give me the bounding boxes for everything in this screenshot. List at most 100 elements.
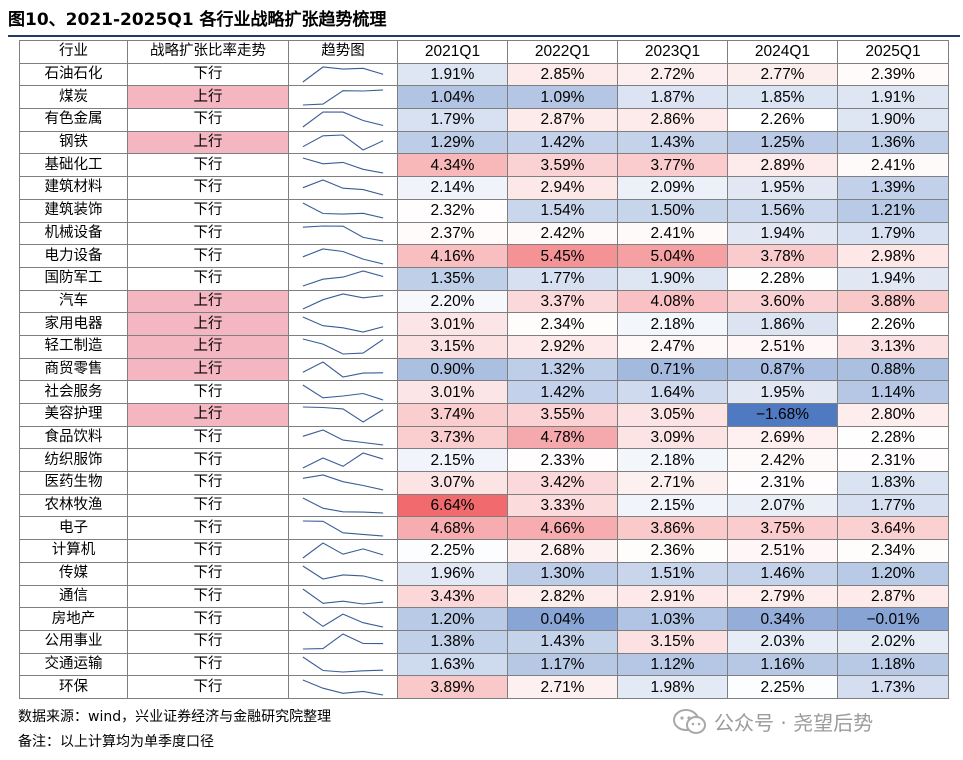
value-cell: 1.20% [837,561,949,586]
sparkline-chart [302,89,384,106]
industry-cell: 轻工制造 [19,334,128,359]
value-cell: 1.94% [837,266,949,291]
value-cell: 2.82% [507,584,618,609]
industry-cell: 纺织服饰 [19,448,128,473]
value-cell: 0.88% [837,357,949,382]
header-2021q1: 2021Q1 [397,40,508,64]
industry-cell: 医药生物 [19,471,128,495]
table-row: 基础化工 下行 4.34% 3.59% 3.77% 2.89% 2.41% [19,153,949,178]
table-row: 轻工制造 上行 3.15% 2.92% 2.47% 2.51% 3.13% [19,334,949,359]
sparkline-line [302,66,384,83]
value-cell: 1.86% [727,312,838,336]
table-row: 美容护理 上行 3.74% 3.55% 3.05% −1.68% 2.80% [19,403,949,427]
trend-cell: 下行 [127,425,289,450]
header-row: 行业 战略扩张比率走势 趋势图 2021Q1 2022Q1 2023Q1 202… [19,40,949,64]
value-cell: 3.43% [397,584,508,609]
value-cell: 1.91% [837,85,949,110]
value-cell: 2.25% [727,675,838,699]
sparkline-chart [302,542,384,559]
value-cell: 1.98% [617,675,728,699]
value-cell: 1.73% [837,675,949,699]
sparkline-cell [288,289,398,314]
value-cell: 0.87% [727,357,838,382]
sparkline-cell [288,266,398,291]
value-cell: 1.04% [397,85,508,110]
sparkline-cell [288,380,398,404]
wechat-icon [673,708,706,734]
value-cell: 2.15% [617,493,728,518]
figure-title: 图10、2021-2025Q1 各行业战略扩张趋势梳理 [8,10,387,30]
sparkline-line [302,247,384,265]
trend-cell: 下行 [127,108,289,132]
sparkline-line [302,89,384,106]
value-cell: 2.02% [837,629,949,654]
sparkline-cell [288,221,398,246]
sparkline-line [302,679,384,696]
value-cell: 2.51% [727,334,838,359]
value-cell: 1.18% [837,652,949,677]
industry-cell: 交通运输 [19,652,128,677]
sparkline-line [302,270,384,287]
sparkline-cell [288,153,398,178]
value-cell: 1.09% [507,85,618,110]
value-cell: 2.37% [397,221,508,246]
industry-cell: 钢铁 [19,130,128,155]
industry-cell: 石油石化 [19,62,128,87]
value-cell: 2.33% [507,448,618,473]
sparkline-line [302,542,384,559]
value-cell: 1.12% [617,652,728,677]
value-cell: 2.77% [727,62,838,87]
sparkline-chart [302,316,384,333]
industry-cell: 基础化工 [19,153,128,178]
value-cell: 1.56% [727,198,838,223]
value-cell: 2.26% [727,108,838,132]
value-cell: 1.42% [507,130,618,155]
sparkline-chart [302,452,384,469]
industry-cell: 社会服务 [19,380,128,404]
value-cell: 1.90% [837,108,949,132]
value-cell: 2.34% [507,312,618,336]
sparkline-chart [302,384,384,401]
sparkline-cell [288,334,398,359]
sparkline-cell [288,85,398,110]
table-row: 传媒 下行 1.96% 1.30% 1.51% 1.46% 1.20% [19,561,949,586]
trend-cell: 上行 [127,289,289,314]
value-cell: 3.73% [397,425,508,450]
trend-cell: 上行 [127,403,289,427]
value-cell: 2.41% [617,221,728,246]
table-row: 电子 下行 4.68% 4.66% 3.86% 3.75% 3.64% [19,516,949,541]
trend-cell: 上行 [127,85,289,110]
value-cell: 2.92% [507,334,618,359]
table-row: 食品饮料 下行 3.73% 4.78% 3.09% 2.69% 2.28% [19,425,949,450]
sparkline-chart [302,225,384,242]
industry-cell: 有色金属 [19,108,128,132]
trend-cell: 下行 [127,266,289,291]
industry-cell: 电子 [19,516,128,541]
sparkline-line [302,338,384,355]
table-row: 环保 下行 3.89% 2.71% 1.98% 2.25% 1.73% [19,675,949,699]
trend-cell: 下行 [127,62,289,87]
trend-cell: 下行 [127,607,289,631]
sparkline-cell [288,130,398,155]
value-cell: 1.50% [617,198,728,223]
value-cell: 2.28% [727,266,838,291]
sparkline-chart [302,338,384,355]
sparkline-cell [288,448,398,473]
sparkline-line [302,429,384,446]
sparkline-cell [288,312,398,336]
value-cell: 2.36% [617,539,728,563]
table-row: 商贸零售 上行 0.90% 1.32% 0.71% 0.87% 0.88% [19,357,949,382]
sparkline-cell [288,516,398,541]
sparkline-cell [288,62,398,87]
value-cell: 2.32% [397,198,508,223]
value-cell: 3.09% [617,425,728,450]
value-cell: 3.59% [507,153,618,178]
value-cell: 1.90% [617,266,728,291]
industry-cell: 计算机 [19,539,128,563]
value-cell: 2.25% [397,539,508,563]
value-cell: 1.42% [507,380,618,404]
table-row: 房地产 下行 1.20% 0.04% 1.03% 0.34% −0.01% [19,607,949,631]
sparkline-cell [288,108,398,132]
trend-cell: 下行 [127,584,289,609]
value-cell: 2.72% [617,62,728,87]
